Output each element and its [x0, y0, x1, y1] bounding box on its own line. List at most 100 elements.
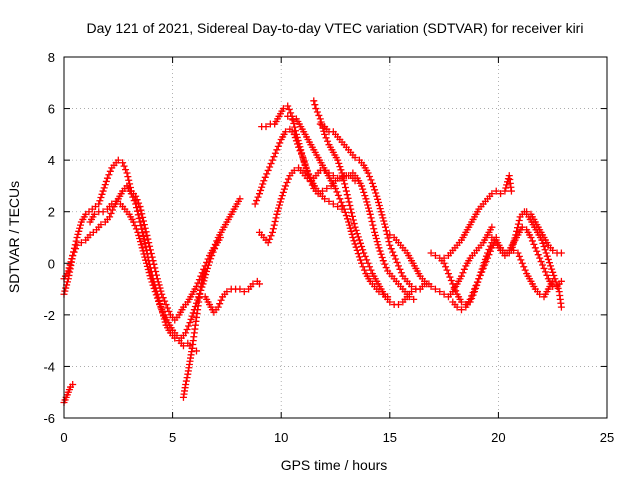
series-track-16 — [440, 172, 515, 262]
data-point — [298, 149, 306, 157]
data-point — [122, 166, 130, 174]
data-point — [381, 220, 389, 228]
data-point — [208, 252, 216, 260]
data-point — [469, 289, 477, 297]
data-point — [291, 123, 299, 131]
data-point — [382, 227, 390, 235]
data-point — [77, 221, 85, 229]
data-point — [378, 253, 386, 261]
data-point — [543, 271, 551, 279]
data-point — [549, 268, 557, 276]
data-point — [157, 304, 165, 312]
data-point — [386, 241, 394, 249]
data-point — [515, 216, 523, 224]
data-point — [284, 112, 292, 120]
data-point — [541, 246, 549, 254]
data-point — [376, 205, 384, 213]
data-point — [216, 234, 224, 241]
data-point — [374, 241, 382, 249]
x-tick-labels: 0 5 10 15 20 25 — [60, 430, 614, 445]
data-point — [142, 243, 150, 251]
data-point — [269, 156, 277, 164]
data-point — [349, 216, 357, 224]
data-point — [276, 139, 284, 147]
data-point — [377, 250, 385, 258]
data-point — [444, 270, 452, 278]
data-point — [550, 272, 558, 280]
data-point — [408, 282, 416, 290]
data-point — [139, 217, 147, 225]
data-point — [132, 225, 140, 233]
data-point — [301, 161, 309, 169]
data-point — [387, 245, 395, 253]
data-point — [293, 133, 301, 141]
data-point — [260, 177, 268, 185]
data-point — [321, 195, 329, 203]
data-point — [521, 266, 529, 274]
data-point — [99, 208, 107, 216]
data-point — [136, 238, 144, 246]
data-point — [345, 172, 353, 180]
data-point — [249, 280, 257, 288]
data-point — [347, 205, 355, 213]
data-point — [299, 155, 307, 163]
data-point — [273, 146, 281, 154]
data-point — [198, 276, 206, 284]
data-point — [361, 192, 369, 200]
data-point — [135, 214, 143, 222]
data-point — [431, 252, 439, 260]
data-point — [365, 207, 373, 215]
data-point — [158, 307, 166, 315]
data-point — [481, 261, 489, 269]
data-point — [102, 177, 110, 185]
data-point — [290, 166, 298, 174]
data-point — [258, 183, 266, 191]
data-point — [146, 272, 154, 280]
data-point — [382, 264, 390, 272]
data-point — [152, 291, 160, 299]
data-point — [478, 268, 486, 276]
data-point — [130, 197, 138, 205]
data-point — [271, 218, 279, 226]
data-point — [549, 246, 557, 254]
data-point — [271, 149, 279, 157]
data-point — [386, 298, 394, 306]
data-point — [141, 240, 149, 248]
data-point — [476, 271, 484, 279]
data-point — [253, 197, 261, 205]
data-point — [372, 235, 380, 243]
data-point — [342, 187, 350, 195]
data-point — [64, 267, 72, 275]
data-point — [354, 233, 362, 241]
data-point — [267, 232, 275, 240]
data-point — [68, 255, 76, 263]
x-axis-label: GPS time / hours — [281, 457, 388, 473]
y-tick-label: 0 — [48, 256, 55, 271]
data-point — [322, 134, 330, 142]
data-point — [173, 331, 181, 339]
data-point — [267, 160, 275, 168]
data-point — [479, 264, 487, 272]
data-point — [346, 202, 354, 210]
data-point — [283, 178, 291, 186]
data-point — [139, 232, 147, 240]
data-point — [304, 171, 312, 179]
data-point — [475, 275, 483, 283]
data-point — [442, 263, 450, 271]
data-point — [334, 191, 342, 199]
data-point — [77, 239, 85, 247]
data-point — [255, 280, 263, 288]
data-point — [183, 374, 191, 382]
data-point — [308, 181, 316, 189]
data-point — [273, 210, 281, 218]
data-point — [385, 238, 393, 246]
data-point — [186, 319, 194, 327]
data-point — [338, 169, 346, 177]
data-point — [144, 265, 152, 273]
data-point — [514, 249, 522, 257]
data-point — [136, 203, 144, 211]
data-point — [137, 222, 145, 230]
data-point — [544, 255, 552, 263]
data-point — [70, 248, 78, 256]
